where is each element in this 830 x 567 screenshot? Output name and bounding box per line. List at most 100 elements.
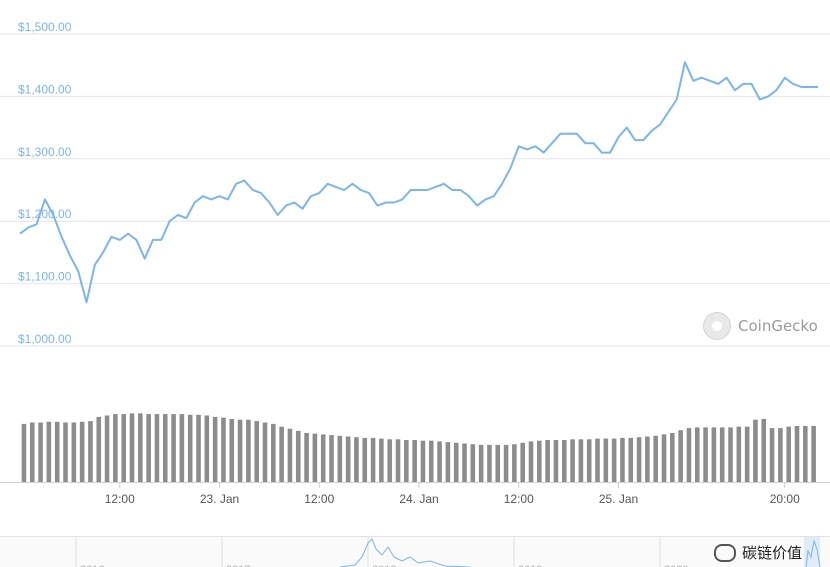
wechat-overlay: 碳链价值 [713,542,802,563]
volume-bar [420,440,426,482]
volume-bar [545,440,550,482]
volume-bar [229,419,235,482]
volume-bar [553,440,559,482]
volume-bar [354,437,359,482]
volume-bar [462,443,467,482]
coingecko-watermark: CoinGecko [703,312,818,340]
volume-bar [345,436,351,482]
volume-bar [778,428,783,482]
volume-bar [146,414,151,482]
volume-bar [561,440,567,482]
volume-bar [104,415,110,482]
volume-bar [404,440,409,482]
volume-bar [703,427,708,482]
volume-bar [528,441,534,482]
volume-bar [279,426,284,482]
volume-bar [304,433,309,482]
volume-bar [370,437,376,482]
y-axis: $1,500.00 $1,400.00 $1,300.00 $1,200.00 $1,1… [18,20,72,346]
volume-bar [412,440,417,482]
volume-bar [470,444,476,482]
volume-bar [129,413,135,482]
volume-bar [237,419,243,482]
volume-bar [728,427,733,482]
volume-bar [520,442,525,482]
volume-bar [262,422,268,482]
y-tick-label: $1,200.00 [18,207,72,221]
price-line-series [19,61,818,304]
y-tick-label: $1,300.00 [18,145,72,159]
range-navigator[interactable]: 20162017201820192020 碳链价值 [0,536,830,567]
volume-bars [0,413,830,483]
coingecko-logo-icon [703,312,731,340]
volume-bar [96,416,102,482]
volume-bar [686,428,692,482]
volume-bar [786,426,791,482]
volume-bar [295,430,301,482]
volume-bar [379,438,384,482]
volume-bar [113,414,118,482]
volume-bar [21,423,27,482]
volume-bar [121,414,126,482]
volume-bar [487,444,492,482]
volume-bar [437,441,442,482]
volume-bar [362,437,368,482]
volume-bar [187,414,193,482]
volume-bar [246,419,251,482]
volume-bar [761,419,767,482]
volume-bar [212,416,218,482]
navigator-minichart: 20162017201820192020 [75,537,821,567]
volume-bar [645,436,650,482]
volume-bar [711,427,717,482]
volume-bar [329,435,334,482]
volume-bar [46,421,52,482]
x-tick-label: 12:00 [304,492,334,506]
y-tick-label: $1,000.00 [18,332,72,346]
volume-bar [678,430,683,482]
volume-bar [395,439,401,482]
volume-bar [611,438,617,482]
volume-bar [628,437,634,482]
volume-bar [445,442,451,482]
x-tick-label: 25. Jan [599,492,638,506]
volume-bar [736,426,742,482]
x-tick-label: 20:00 [770,492,800,506]
volume-bar [512,444,517,482]
wechat-icon [713,543,736,562]
x-axis: 12:00 23. Jan 12:00 24. Jan 12:00 25. Jan 20:0… [105,482,800,506]
volume-bar [171,414,176,482]
volume-bar [88,421,93,482]
volume-bar [620,437,625,482]
volume-bar [254,421,259,482]
volume-bar [769,428,775,482]
y-tick-label: $1,100.00 [18,270,72,284]
volume-bar [636,437,642,482]
volume-bar [54,421,60,482]
volume-bar [79,421,85,482]
x-tick-label: 12:00 [105,492,135,506]
volume-bar [287,428,293,482]
volume-bar [653,435,658,482]
volume-bar [586,439,592,482]
volume-bar [71,422,77,482]
volume-bar [744,426,750,482]
grid-lines [0,33,830,347]
volume-bar [196,414,201,482]
volume-bar [38,422,43,482]
volume-bar [221,417,226,482]
volume-bar [312,433,318,482]
x-tick-label: 24. Jan [399,492,438,506]
volume-bar [478,444,484,482]
volume-bar [320,434,326,482]
x-tick-label: 12:00 [504,492,534,506]
volume-bar [179,414,185,482]
volume-bar [661,434,667,482]
y-tick-label: $1,400.00 [18,82,72,96]
volume-bar [570,439,575,482]
volume-bar [495,444,501,482]
volume-bar [794,426,800,482]
volume-bar [271,423,276,482]
price-line [19,61,818,304]
volume-bar [719,427,725,482]
